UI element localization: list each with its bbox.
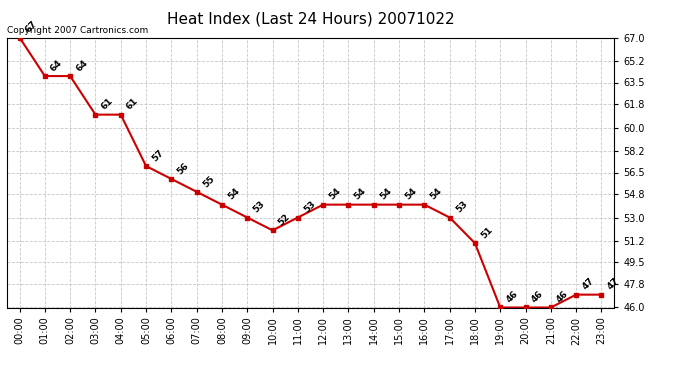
Text: 47: 47 — [606, 276, 621, 292]
Text: Heat Index (Last 24 Hours) 20071022: Heat Index (Last 24 Hours) 20071022 — [167, 11, 454, 26]
Text: 67: 67 — [23, 20, 39, 35]
Text: Copyright 2007 Cartronics.com: Copyright 2007 Cartronics.com — [7, 26, 148, 35]
Text: 46: 46 — [530, 290, 545, 305]
Text: 64: 64 — [75, 58, 90, 73]
Text: 56: 56 — [175, 161, 190, 176]
Text: 53: 53 — [454, 200, 469, 215]
Text: 53: 53 — [302, 200, 317, 215]
Text: 47: 47 — [580, 276, 595, 292]
Text: 54: 54 — [327, 187, 343, 202]
Text: 54: 54 — [378, 187, 393, 202]
Text: 54: 54 — [428, 187, 444, 202]
Text: 46: 46 — [504, 290, 520, 305]
Text: 57: 57 — [150, 148, 166, 163]
Text: 52: 52 — [277, 212, 292, 228]
Text: 46: 46 — [555, 290, 571, 305]
Text: 61: 61 — [99, 97, 115, 112]
Text: 54: 54 — [403, 187, 419, 202]
Text: 61: 61 — [125, 97, 140, 112]
Text: 53: 53 — [251, 200, 266, 215]
Text: 64: 64 — [49, 58, 64, 73]
Text: 55: 55 — [201, 174, 216, 189]
Text: 51: 51 — [479, 225, 494, 240]
Text: 54: 54 — [226, 187, 242, 202]
Text: 54: 54 — [353, 187, 368, 202]
